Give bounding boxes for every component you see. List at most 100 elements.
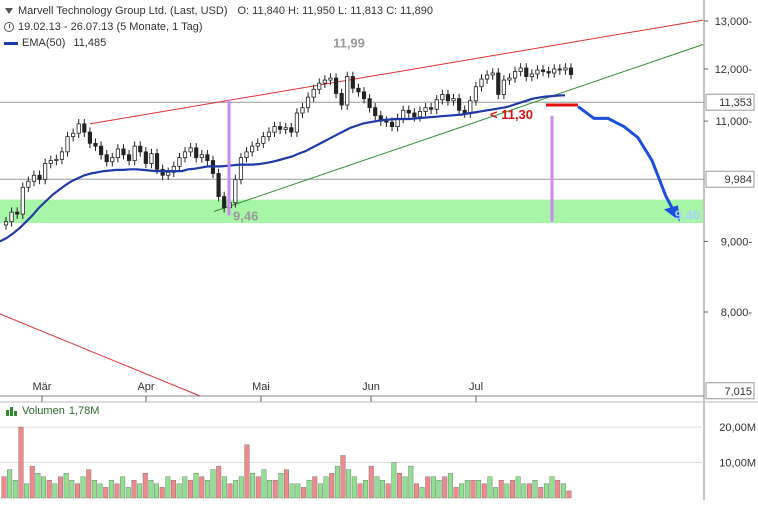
title-row: Marvell Technology Group Ltd. (Last, USD… [4, 3, 433, 19]
candle-body [507, 77, 512, 81]
candle-body [82, 123, 87, 133]
volume-bar [255, 476, 261, 499]
ema-value: 11,485 [73, 37, 107, 49]
volume-bar [74, 483, 80, 499]
volume-bar [289, 483, 295, 499]
volume-bar [159, 487, 165, 499]
candle-body [350, 76, 355, 89]
candle-body [434, 99, 439, 110]
candle-body [289, 127, 294, 133]
candle-body [3, 221, 9, 226]
volume-bar [272, 480, 278, 499]
candle-body [272, 126, 277, 133]
price-level-label: 9,984 [724, 174, 752, 186]
support-zone [0, 199, 703, 224]
volume-bar [470, 480, 476, 499]
volume-bar [391, 462, 397, 499]
candle-body [43, 163, 48, 180]
candle-body [300, 107, 305, 114]
ema-swatch [4, 41, 18, 45]
candle-body [317, 82, 322, 90]
volume-bar [436, 480, 442, 499]
candle-body [76, 123, 81, 134]
volume-bar [187, 480, 193, 499]
candle-body [149, 153, 154, 164]
volume-bar [543, 483, 549, 499]
candle-body [126, 154, 132, 161]
volume-bar [233, 480, 239, 499]
candle-body [552, 68, 557, 74]
candle-body [160, 168, 165, 176]
volume-bar [526, 483, 532, 499]
volume-bar [312, 476, 318, 499]
candle-body [87, 131, 92, 144]
candle-body [199, 154, 204, 159]
candle-body [406, 109, 411, 114]
candle-body [26, 180, 31, 188]
lower-channel-line [0, 313, 201, 397]
volume-bar [357, 483, 363, 499]
candle-body [462, 109, 467, 114]
candle-body [115, 148, 120, 159]
candle-body [524, 67, 529, 77]
projection-arrow-line [577, 105, 678, 217]
candle-body [121, 148, 126, 156]
candle-body [255, 142, 260, 147]
collapse-triangle-icon[interactable] [4, 6, 14, 16]
volume-bar [91, 480, 97, 499]
volume-bar [108, 480, 114, 499]
ema50-line [0, 94, 566, 243]
volume-bar [493, 487, 499, 499]
candle-body [99, 145, 104, 156]
volume-bar [363, 480, 369, 499]
volume-bar [476, 480, 482, 499]
candle-body [15, 211, 20, 215]
volume-bar [300, 487, 306, 499]
candle-body [322, 79, 327, 84]
candle-body [182, 151, 188, 159]
candle-body [48, 160, 53, 164]
volume-bar [295, 483, 301, 499]
candle-body [356, 87, 361, 93]
volume-layer: 20,00M 10,00M [0, 422, 756, 499]
volume-bar [397, 472, 402, 499]
volume-bar [210, 469, 216, 499]
volume-bar [464, 480, 470, 499]
candle-body [373, 107, 378, 117]
y-tick-label: 12,000- [715, 64, 753, 76]
low-annotation: 9,46 [233, 209, 258, 224]
volume-bar [182, 476, 188, 499]
candle-body [110, 157, 115, 163]
volume-bar [69, 480, 75, 499]
candle-body [233, 179, 238, 204]
candle-body [440, 94, 445, 101]
volume-bar [504, 483, 510, 499]
candle-body [205, 154, 210, 161]
price-level-box [705, 170, 755, 188]
candle-body [171, 165, 176, 173]
volume-bar [12, 480, 18, 499]
target-annotation: 9,40 [675, 207, 700, 222]
volume-bar [165, 476, 171, 499]
candle-body [93, 142, 98, 147]
high-annotation: 11,99 [333, 35, 365, 50]
candle-body [412, 112, 417, 118]
volume-bar [419, 487, 425, 499]
projection-arrowhead [664, 205, 680, 222]
candle-body [177, 157, 182, 167]
candle-body [429, 107, 434, 110]
candle-body [339, 93, 344, 106]
volume-bar [380, 480, 386, 499]
y-tick-label: 8,000- [721, 307, 753, 319]
candle-body [222, 196, 227, 209]
volume-bar [97, 483, 103, 499]
candle-body [31, 174, 37, 182]
clock-icon [4, 22, 14, 32]
candle-body [250, 145, 255, 153]
volume-bar [29, 465, 35, 499]
volume-bar [221, 476, 227, 499]
candle-body [20, 186, 25, 215]
volume-bar [193, 472, 199, 499]
volume-bar [131, 480, 137, 499]
